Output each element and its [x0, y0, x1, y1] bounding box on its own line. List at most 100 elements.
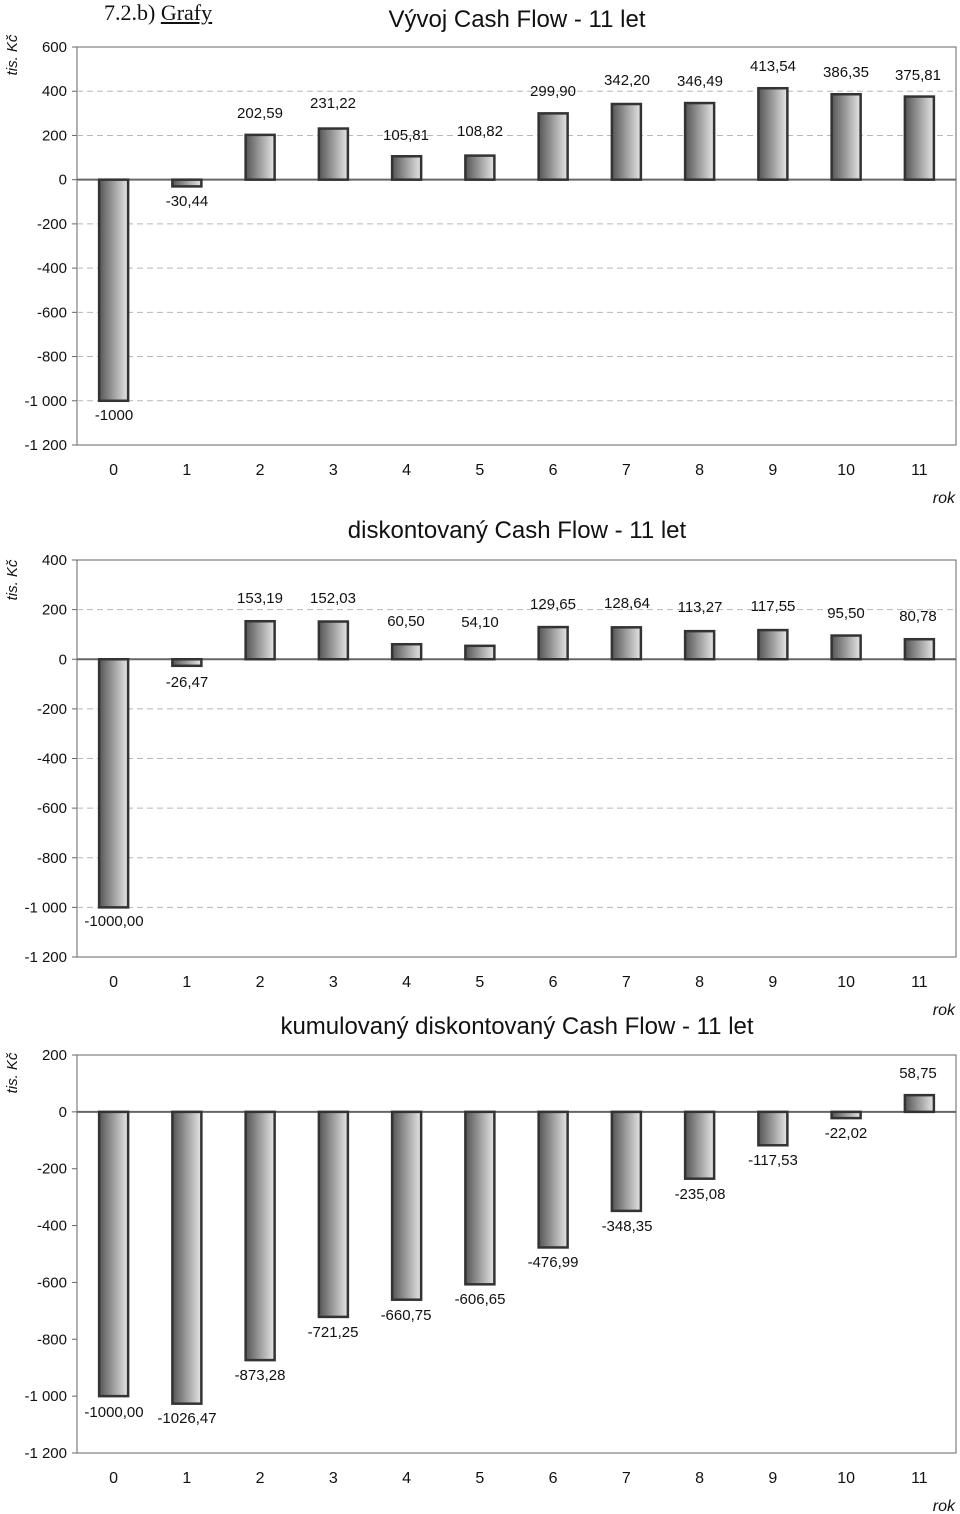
bar-4 — [390, 155, 423, 181]
y-axis-label: tis. Kč — [4, 559, 21, 600]
bar-0 — [97, 658, 130, 909]
x-tick-label: 9 — [768, 1470, 777, 1487]
bar-11 — [903, 95, 936, 181]
bar-5 — [464, 644, 496, 661]
y-tick-label: -1 200 — [24, 1445, 67, 1462]
data-label: 231,22 — [310, 95, 356, 112]
x-tick-label: 5 — [475, 462, 484, 479]
y-tick-label: -1 200 — [24, 949, 67, 966]
y-tick-label: -600 — [37, 800, 67, 817]
heading-text: Grafy — [160, 0, 213, 25]
chart-3: -1 200 -1 000 -800 -600 -400 -200 0 200 -1000,00… — [4, 1013, 957, 1514]
bar-9 — [757, 628, 789, 661]
data-label: -1026,47 — [157, 1410, 216, 1427]
data-label: 117,55 — [751, 598, 796, 615]
x-tick-label: 4 — [402, 462, 411, 479]
x-tick-label: 2 — [256, 1470, 265, 1487]
bar-1 — [171, 1110, 203, 1405]
bar-2 — [244, 619, 276, 661]
y-tick-label: -1 000 — [24, 899, 67, 916]
data-label: -26,47 — [166, 674, 209, 691]
y-tick-label: -800 — [37, 1331, 67, 1348]
page-heading: 7.2.b) Grafy — [104, 0, 212, 26]
bar-2 — [244, 133, 276, 181]
x-tick-label: 10 — [837, 974, 855, 991]
y-tick-label: 0 — [59, 172, 67, 189]
x-tick-label: 6 — [549, 974, 558, 991]
x-tick-label: 11 — [911, 974, 928, 991]
data-label: -1000,00 — [84, 1404, 143, 1421]
x-tick-label: 8 — [695, 462, 704, 479]
x-tick-label: 7 — [622, 1470, 631, 1487]
data-label: -660,75 — [381, 1307, 432, 1324]
y-tick-label: 200 — [42, 1047, 67, 1064]
bar-4 — [390, 1110, 423, 1301]
y-tick-label: -600 — [37, 304, 67, 321]
y-tick-label: -400 — [37, 260, 67, 277]
data-label: 128,64 — [604, 595, 650, 612]
y-tick-label: 0 — [59, 651, 67, 668]
data-label: 342,20 — [604, 72, 650, 89]
data-label: -721,25 — [308, 1324, 359, 1341]
bar-2 — [244, 1110, 276, 1362]
data-label: 80,78 — [899, 608, 937, 625]
data-label: -873,28 — [235, 1367, 286, 1384]
bar-0 — [97, 178, 130, 403]
y-tick-label: 200 — [42, 602, 67, 619]
data-label: 386,35 — [823, 64, 869, 81]
data-label: -476,99 — [528, 1254, 579, 1271]
bar-5 — [464, 154, 496, 181]
chart-title: diskontovaný Cash Flow - 11 let — [348, 517, 687, 544]
data-label: -1000,00 — [84, 913, 143, 930]
data-label: 346,49 — [677, 73, 723, 90]
x-axis-label: rok — [933, 490, 956, 507]
data-label: 375,81 — [895, 67, 941, 84]
chart-title: Vývoj Cash Flow - 11 let — [389, 6, 646, 33]
data-label: -606,65 — [455, 1291, 506, 1308]
bar-1 — [171, 658, 203, 668]
chart-title: kumulovaný diskontovaný Cash Flow - 11 l… — [280, 1013, 753, 1040]
x-tick-label: 6 — [549, 1470, 558, 1487]
x-tick-label: 5 — [475, 1470, 484, 1487]
x-tick-label: 2 — [256, 462, 265, 479]
y-tick-label: -800 — [37, 349, 67, 366]
x-tick-label: 3 — [329, 1470, 338, 1487]
x-tick-label: 9 — [768, 974, 777, 991]
x-tick-label: 8 — [695, 974, 704, 991]
x-tick-label: 3 — [329, 462, 338, 479]
x-tick-label: 10 — [837, 462, 855, 479]
bar-1 — [171, 178, 203, 188]
data-label: -235,08 — [675, 1186, 726, 1203]
data-label: -117,53 — [748, 1152, 798, 1169]
bar-6 — [537, 112, 569, 181]
data-label: -30,44 — [166, 193, 209, 210]
data-label: 152,03 — [310, 590, 356, 607]
data-label: 413,54 — [750, 58, 796, 75]
x-tick-label: 11 — [911, 462, 928, 479]
data-label: 95,50 — [827, 605, 865, 622]
bar-8 — [683, 1110, 716, 1180]
bar-8 — [683, 629, 716, 661]
x-tick-label: 5 — [475, 974, 484, 991]
bar-8 — [683, 101, 716, 181]
y-tick-label: -400 — [37, 1218, 67, 1235]
bar-10 — [830, 634, 862, 661]
y-tick-label: -800 — [37, 850, 67, 867]
bar-6 — [537, 625, 569, 661]
y-tick-label: -200 — [37, 216, 67, 233]
bar-3 — [317, 1110, 350, 1319]
x-tick-label: 1 — [182, 462, 191, 479]
data-label: -22,02 — [825, 1125, 868, 1142]
data-label: -348,35 — [602, 1218, 653, 1235]
y-tick-label: -600 — [37, 1274, 67, 1291]
bar-9 — [757, 86, 789, 181]
x-tick-label: 7 — [622, 974, 631, 991]
bar-10 — [830, 1110, 862, 1120]
heading-number: 7.2.b) — [104, 0, 156, 25]
x-tick-label: 0 — [109, 974, 118, 991]
x-tick-label: 11 — [911, 1470, 928, 1487]
x-tick-label: 0 — [109, 462, 118, 479]
data-label: -1000 — [95, 407, 133, 424]
y-tick-label: -200 — [37, 701, 67, 718]
y-axis-label: tis. Kč — [4, 1052, 21, 1093]
